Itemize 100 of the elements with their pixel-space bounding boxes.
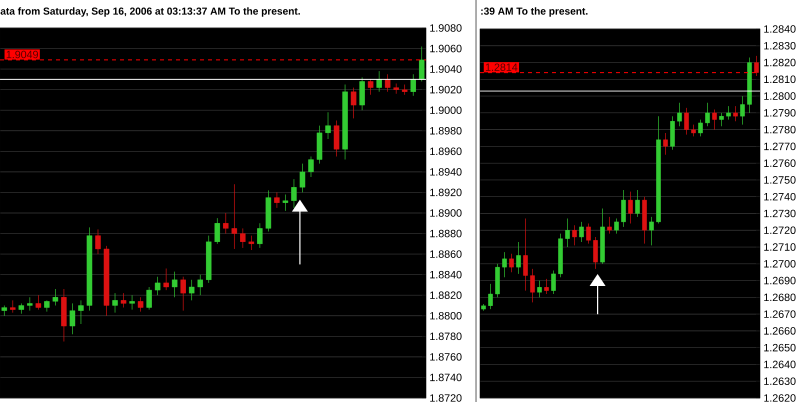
candlestick	[614, 218, 619, 234]
candlestick	[248, 235, 254, 250]
y-tick-label: 1.8900	[430, 209, 462, 217]
y-tick-label: 1.2790	[764, 109, 796, 117]
candlestick	[663, 132, 668, 156]
candlestick	[691, 124, 696, 137]
candlestick	[649, 216, 654, 246]
y-tick-label: 1.2830	[764, 42, 796, 50]
candlestick	[10, 300, 16, 314]
candlestick	[593, 236, 598, 270]
candlestick	[684, 107, 689, 135]
y-tick-label: 1.8880	[430, 230, 462, 238]
candlestick	[726, 106, 731, 120]
candlestick	[274, 192, 280, 208]
candlestick	[523, 218, 528, 291]
candlestick	[112, 292, 118, 314]
y-tick-label: 1.2780	[764, 126, 796, 134]
candlestick	[384, 74, 390, 92]
candlestick	[78, 300, 84, 324]
y-tick-label: 1.8740	[430, 374, 462, 382]
candlestick	[334, 120, 340, 157]
candlestick	[197, 274, 203, 296]
candlestick	[502, 252, 507, 278]
candlestick	[544, 278, 549, 294]
y-tick-label: 1.2680	[764, 294, 796, 302]
candlestick	[120, 292, 126, 308]
candlestick	[350, 87, 356, 119]
y-tick-label: 1.2620	[764, 394, 796, 402]
candlestick	[282, 194, 288, 212]
candlestick	[621, 190, 626, 228]
y-tick-label: 1.2720	[764, 226, 796, 234]
candlestick	[698, 119, 703, 137]
y-tick-label: 1.8920	[430, 188, 462, 196]
candlestick	[579, 222, 584, 242]
y-tick-label: 1.2630	[764, 377, 796, 385]
candlestick	[607, 216, 612, 234]
y-tick-label: 1.9040	[430, 65, 462, 73]
y-tick-label: 1.2690	[764, 276, 796, 284]
y-tick-label: 1.8960	[430, 148, 462, 156]
candlestick	[509, 253, 514, 273]
candlestick	[628, 191, 633, 224]
candlestick	[70, 303, 76, 335]
candlestick	[325, 112, 331, 140]
candlestick	[677, 102, 682, 127]
candlestick	[488, 284, 493, 310]
candlestick	[754, 55, 759, 76]
y-tick-label: 1.8840	[430, 270, 462, 278]
candlestick	[18, 303, 24, 314]
candlestick	[240, 228, 246, 248]
y-tick-label: 1.2670	[764, 310, 796, 318]
y-tick-label: 1.2750	[764, 176, 796, 184]
y-tick-label: 1.2640	[764, 360, 796, 368]
candlestick	[257, 222, 263, 248]
y-tick-label: 1.9080	[430, 24, 462, 32]
candlestick	[154, 276, 160, 296]
candlestick	[188, 279, 194, 301]
candlestick	[537, 280, 542, 298]
candlestick	[180, 276, 186, 311]
candlestick	[36, 294, 42, 310]
candlestick	[214, 218, 220, 244]
ref-line-label: 1.2814	[486, 63, 518, 71]
candlestick	[586, 223, 591, 244]
candlestick	[565, 218, 570, 248]
candlestick	[52, 288, 58, 306]
y-tick-label: 1.8980	[430, 126, 462, 135]
y-tick-label: 1.8720	[430, 394, 462, 402]
candlestick	[530, 268, 535, 303]
y-tick-label: 1.8760	[430, 353, 462, 361]
candlestick	[410, 74, 416, 96]
candlestick	[129, 294, 135, 310]
candlestick	[740, 96, 745, 125]
y-tick-label: 1.2650	[764, 344, 796, 352]
chart-title: :39 AM To the present.	[481, 7, 588, 17]
y-tick-label: 1.9020	[430, 86, 462, 94]
candlestick	[2, 305, 8, 316]
candlestick	[719, 112, 724, 127]
candlestick	[551, 270, 556, 294]
candlestick	[138, 296, 144, 312]
candlestick	[359, 76, 365, 111]
candlestick	[232, 184, 238, 250]
y-tick-label: 1.9000	[430, 106, 462, 114]
candlestick	[163, 268, 169, 290]
candlestick	[733, 106, 738, 122]
y-tick-label: 1.8860	[430, 250, 462, 258]
candlestick	[291, 178, 297, 208]
y-tick-label: 1.8820	[430, 291, 462, 299]
candlestick	[44, 300, 50, 312]
candlestick	[368, 79, 374, 96]
candlestick	[635, 190, 640, 218]
y-tick-label: 1.8780	[430, 332, 462, 340]
candlestick	[223, 212, 229, 234]
y-tick-label: 1.2730	[764, 210, 796, 218]
candlestick	[572, 224, 577, 246]
candlestick	[27, 296, 33, 311]
candlestick	[376, 70, 382, 92]
y-tick-label: 1.2660	[764, 327, 796, 335]
y-tick-label: 1.2770	[764, 142, 796, 150]
candlestick	[172, 271, 178, 298]
chart-title: ata from Saturday, Sep 16, 2006 at 03:13:37 AM To the present.	[0, 7, 300, 17]
candlestick	[300, 163, 306, 193]
